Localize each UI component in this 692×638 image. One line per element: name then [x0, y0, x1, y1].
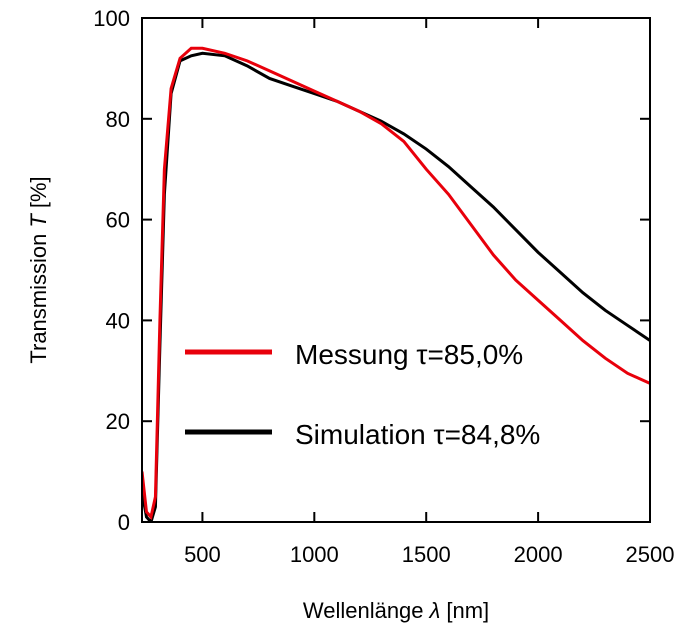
x-axis-label: Wellenlänge λ [nm] [303, 598, 489, 623]
plot-frame [141, 17, 651, 523]
x-tick-label: 1500 [402, 542, 451, 567]
y-tick-label: 60 [106, 208, 130, 233]
y-axis-label-part: [%] [26, 176, 51, 208]
x-tick-label: 1000 [290, 542, 339, 567]
x-tick-label: 2000 [514, 542, 563, 567]
legend-label: Simulation τ=84,8% [295, 419, 540, 450]
y-tick-label: 20 [106, 409, 130, 434]
x-axis-label-part: [nm] [446, 598, 489, 623]
y-axis-label-part: Transmission [26, 234, 51, 364]
x-axis-label-part: Wellenlänge [303, 598, 424, 623]
y-tick-label: 0 [118, 510, 130, 535]
y-axis-label-part: T [26, 213, 51, 228]
legend-label: Messung τ=85,0% [295, 339, 523, 370]
y-tick-label: 40 [106, 308, 130, 333]
x-tick-label: 2500 [626, 542, 675, 567]
line-series [142, 51, 650, 522]
y-axis-label: Transmission T [%] [26, 176, 51, 363]
line-series [142, 46, 650, 521]
y-tick-label: 80 [106, 107, 130, 132]
x-tick-label: 500 [184, 542, 221, 567]
x-axis-label-part: λ [429, 598, 441, 623]
y-tick-label: 100 [93, 6, 130, 31]
